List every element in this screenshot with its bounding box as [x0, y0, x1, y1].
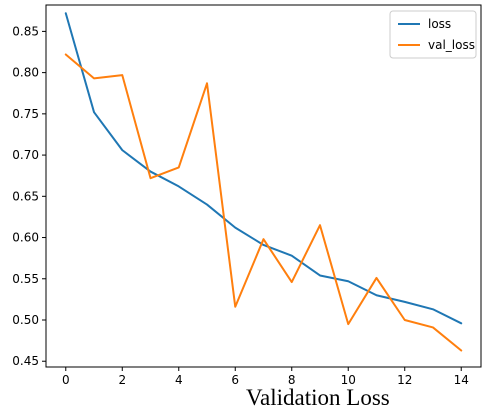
series-line-val-loss	[64, 53, 463, 352]
x-tick-label: 6	[231, 373, 239, 385]
y-tick-label: 0.70	[12, 148, 39, 162]
y-tick-label: 0.85	[12, 24, 39, 38]
loss-chart: 0 2 4 6 8 10 12 14 0.45 0.50 0.55 0.60 0.65 0.70 0.75…	[12, 4, 482, 385]
x-tick-label: 0	[62, 373, 70, 385]
x-tick-label: 14	[454, 373, 469, 385]
x-tick-label: 8	[288, 373, 296, 385]
y-tick-label: 0.50	[12, 313, 39, 327]
legend-label-val-loss: val_loss	[428, 38, 475, 52]
legend: loss val_loss	[389, 10, 477, 59]
y-tick-label: 0.55	[12, 272, 39, 286]
y-tick-label: 0.80	[12, 66, 39, 80]
legend-box	[389, 10, 477, 59]
caption: Validation Loss	[246, 385, 390, 410]
plot-frame	[45, 4, 482, 368]
x-axis: 0 2 4 6 8 10 12 14	[62, 367, 469, 385]
y-axis: 0.45 0.50 0.55 0.60 0.65 0.70 0.75 0.80 0.85	[12, 24, 46, 368]
series-line-loss	[64, 12, 463, 325]
x-tick-label: 10	[341, 373, 356, 385]
y-tick-label: 0.65	[12, 189, 39, 203]
x-tick-label: 12	[397, 373, 412, 385]
x-tick-label: 4	[175, 373, 183, 385]
y-tick-label: 0.60	[12, 231, 39, 245]
x-tick-label: 2	[118, 373, 126, 385]
legend-label-loss: loss	[428, 17, 451, 31]
plot-lines	[64, 12, 463, 352]
y-tick-label: 0.45	[12, 354, 39, 368]
y-tick-label: 0.75	[12, 107, 39, 121]
